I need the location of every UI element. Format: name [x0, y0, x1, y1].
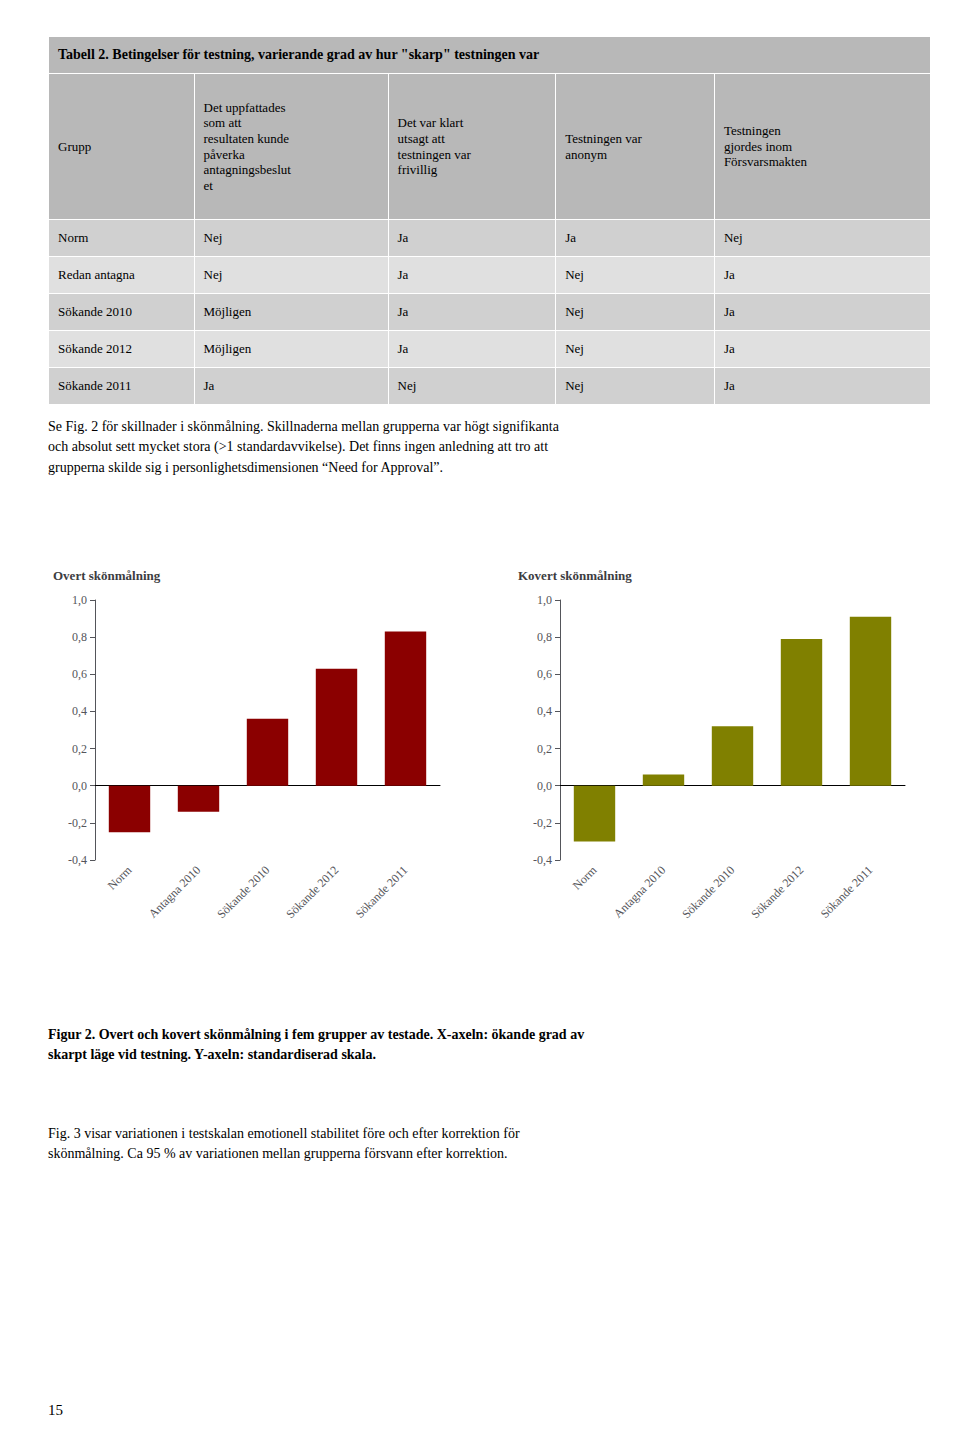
html-text:Nej: Nej: [723, 230, 743, 246]
svg-text:0,6: 0,6: [537, 667, 552, 681]
html-text:Nej: Nej: [203, 230, 223, 246]
html-text:Sökande 2010: Sökande 2010: [58, 304, 132, 320]
html-text:15: 15: [48, 1402, 63, 1418]
html-text:Nej: Nej: [565, 378, 584, 394]
svg-text:0,8: 0,8: [537, 630, 552, 644]
html-text:Tabell 2. Betingelser för test: Tabell 2. Betingelser för testning, vari…: [58, 46, 540, 62]
html-text:Fig. 3 visar variationen i tes: Fig. 3 visar variationen i testskalan em…: [48, 1126, 520, 1162]
html-text:Nej: Nej: [565, 267, 584, 283]
html-text:Norm: Norm: [58, 230, 89, 246]
svg-text:0,4: 0,4: [72, 704, 87, 718]
html-text:Ja: Ja: [397, 267, 409, 283]
html-text:Det uppfattades som att result: Det uppfattades som att resultaten kunde…: [203, 99, 291, 193]
svg-text:Sökande 2012: Sökande 2012: [748, 863, 806, 921]
html-text:Ja: Ja: [397, 230, 409, 246]
svg-text:1,0: 1,0: [72, 593, 87, 607]
html-text:Se Fig. 2 för skillnader i skö: Se Fig. 2 för skillnader i skönmålning. …: [48, 419, 559, 475]
html-text:Ja: Ja: [723, 378, 735, 394]
html-text:Nej: Nej: [565, 341, 584, 357]
html-text:Möjligen: Möjligen: [203, 341, 252, 357]
svg-text:0,6: 0,6: [72, 667, 87, 681]
html-text:Ja: Ja: [723, 267, 735, 283]
html-text:Sökande 2011: Sökande 2011: [58, 378, 132, 394]
html-text:Figur 2. Overt och kovert skön: Figur 2. Overt och kovert skönmålning i …: [48, 1027, 585, 1063]
html-text:Ja: Ja: [397, 304, 409, 320]
svg-text:Sökande 2011: Sökande 2011: [818, 863, 876, 921]
html-text:Testningen var anonym: Testningen var anonym: [565, 130, 642, 162]
html-text:Ja: Ja: [203, 378, 215, 394]
html-text:Ja: Ja: [565, 230, 576, 246]
html-text:Möjligen: Möjligen: [203, 304, 252, 320]
html-text:Ja: Ja: [723, 341, 735, 357]
svg-text:-0,2: -0,2: [533, 816, 552, 830]
svg-text:-0,4: -0,4: [68, 853, 87, 867]
html-text:Ja: Ja: [397, 341, 409, 357]
html-text:Nej: Nej: [203, 267, 223, 283]
svg-text:0,0: 0,0: [72, 779, 87, 793]
svg-text:Sökande 2010: Sökande 2010: [679, 863, 737, 921]
svg-text:Sökande 2012: Sökande 2012: [283, 863, 341, 921]
svg-text:0,0: 0,0: [537, 779, 552, 793]
svg-text:1,0: 1,0: [537, 593, 552, 607]
svg-text:Norm: Norm: [570, 863, 600, 893]
svg-text:0,8: 0,8: [72, 630, 87, 644]
svg-text:-0,4: -0,4: [533, 853, 552, 867]
html-text:Redan antagna: Redan antagna: [58, 267, 135, 283]
svg-text:0,4: 0,4: [537, 704, 552, 718]
svg-text:Antagna 2010: Antagna 2010: [146, 863, 204, 921]
svg-text:Antagna 2010: Antagna 2010: [611, 863, 669, 921]
html-text:Sökande 2012: Sökande 2012: [58, 341, 132, 357]
svg-text:Kovert skönmålning: Kovert skönmålning: [518, 568, 632, 583]
svg-text:Sökande 2010: Sökande 2010: [214, 863, 272, 921]
svg-text:Overt skönmålning: Overt skönmålning: [53, 568, 161, 583]
svg-text:0,2: 0,2: [537, 742, 552, 756]
svg-text:Norm: Norm: [105, 863, 135, 893]
svg-text:-0,2: -0,2: [68, 816, 87, 830]
html-text:Det var klart utsagt att testn: Det var klart utsagt att testningen var …: [397, 115, 471, 178]
html-text:Nej: Nej: [397, 378, 417, 394]
html-text:Grupp: Grupp: [58, 138, 92, 154]
html-text:Nej: Nej: [565, 304, 584, 320]
html-text:Ja: Ja: [723, 304, 735, 320]
svg-text:Sökande 2011: Sökande 2011: [353, 863, 411, 921]
html-text:Testningen gjordes inom Försva: Testningen gjordes inom Försvarsmakten: [723, 123, 807, 170]
svg-text:0,2: 0,2: [72, 742, 87, 756]
